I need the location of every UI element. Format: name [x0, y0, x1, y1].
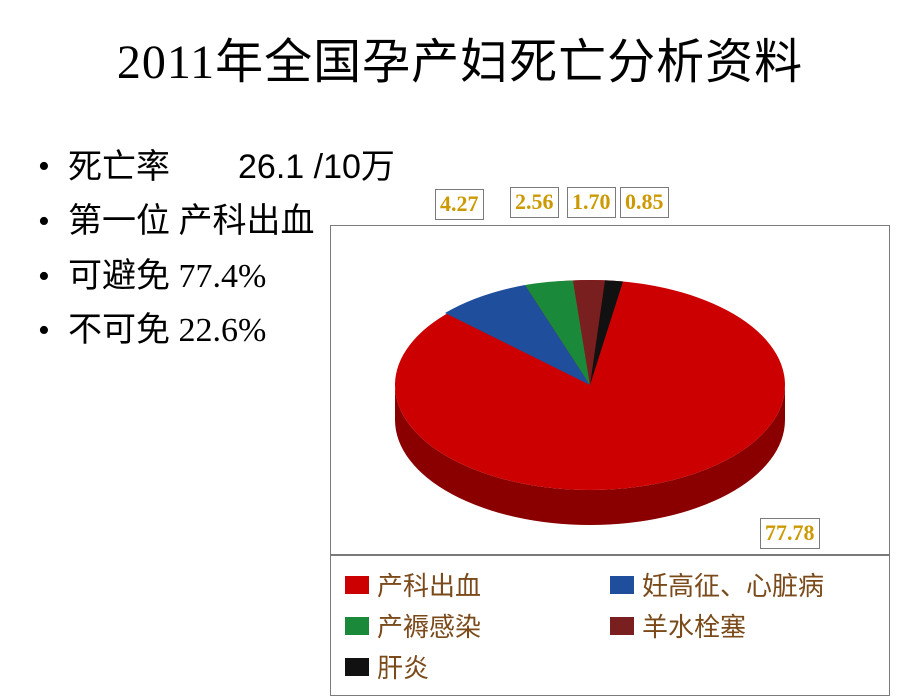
pie-chart [375, 265, 805, 525]
legend-item-0: 产科出血 [345, 564, 610, 605]
legend: 产科出血 妊高征、心脏病 产褥感染 羊水栓塞 肝炎 [330, 555, 890, 696]
legend-item-3: 羊水栓塞 [610, 605, 875, 646]
legend-label-1: 妊高征、心脏病 [642, 566, 824, 603]
data-label-3: 1.70 [567, 187, 616, 218]
legend-label-3: 羊水栓塞 [642, 607, 746, 644]
legend-item-1: 妊高征、心脏病 [610, 564, 875, 605]
data-label-2: 2.56 [510, 187, 559, 218]
legend-swatch-1 [610, 576, 634, 594]
slide-title: 2011年全国孕产妇死亡分析资料 [0, 0, 920, 92]
data-label-4: 0.85 [620, 187, 669, 218]
pie-chart-region: 77.78 4.27 2.56 1.70 0.85 产科出血 妊高征、心脏病 产… [330, 165, 890, 665]
data-label-0: 77.78 [760, 518, 820, 549]
legend-label-2: 产褥感染 [377, 607, 481, 644]
legend-item-4: 肝炎 [345, 646, 610, 687]
data-label-1: 4.27 [435, 189, 484, 220]
legend-swatch-4 [345, 658, 369, 676]
legend-item-2: 产褥感染 [345, 605, 610, 646]
rate-label: 死亡率 [68, 149, 170, 186]
legend-swatch-0 [345, 576, 369, 594]
legend-swatch-2 [345, 617, 369, 635]
legend-swatch-3 [610, 617, 634, 635]
legend-label-0: 产科出血 [377, 566, 481, 603]
legend-label-4: 肝炎 [377, 648, 429, 685]
pie-svg [375, 265, 805, 525]
